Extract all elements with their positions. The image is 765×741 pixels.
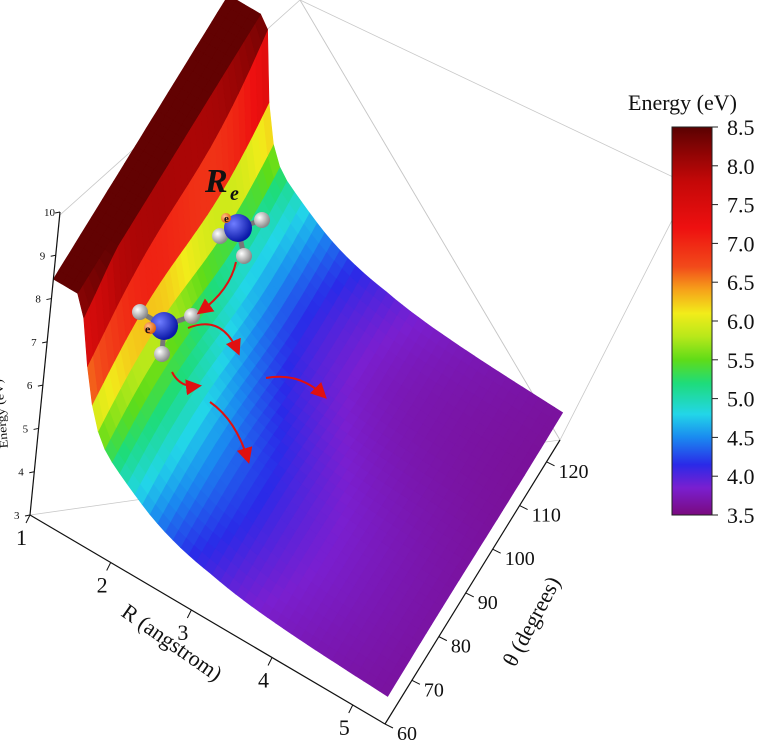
colorbar-tick-label: 7.0: [727, 231, 755, 256]
arrow-short: [171, 371, 202, 396]
y-tick-mark: [492, 548, 501, 554]
y-tick-label: 110: [532, 505, 561, 527]
electron-label: e: [145, 322, 151, 336]
z-tick-mark: [24, 514, 31, 517]
x-tick-label: 2: [97, 573, 108, 598]
z-axis-label: Energy (eV): [0, 379, 11, 449]
x-axis-ticks: 1 2 3 4 5: [16, 514, 354, 740]
y-tick-label: 60: [397, 723, 417, 741]
x-axis-label: R (angstrom): [117, 599, 227, 686]
z-tick-mark: [42, 341, 48, 344]
z-tick-label: 10: [44, 207, 56, 219]
z-tick-label: 5: [23, 423, 29, 435]
z-axis-ticks: 3 4 5 6 7 8 9 10: [14, 207, 61, 522]
z-tick-label: 6: [27, 380, 33, 392]
electron-dot: [221, 213, 231, 223]
y-tick-mark: [465, 592, 474, 598]
nitrogen-atom: [224, 214, 252, 242]
z-tick-mark: [46, 298, 52, 301]
nitrogen-atom: [150, 312, 178, 340]
electron-dot: [144, 322, 156, 334]
colorbar-tick-label: 5.0: [727, 387, 755, 412]
x-tick-label: 1: [16, 525, 27, 550]
z-tick-mark: [37, 384, 43, 387]
x-tick-label: 5: [339, 715, 350, 740]
z-tick-mark: [29, 471, 35, 474]
arrow-far-right: [265, 375, 327, 399]
electron-label: e: [224, 213, 229, 225]
y-axis-label: θ (degrees): [497, 572, 565, 670]
y-tick-mark: [411, 679, 421, 685]
colorbar-tick-label: 4.0: [727, 464, 755, 489]
y-tick-label: 120: [559, 461, 589, 483]
x-tick-mark: [106, 562, 112, 571]
re-annotation: R: [204, 163, 228, 200]
colorbar-tick-label: 6.5: [727, 270, 755, 295]
x-tick-label: 4: [258, 668, 269, 693]
y-tick-label: 100: [505, 548, 535, 570]
hydrogen-atom: [254, 212, 270, 228]
surface-patch: [261, 29, 270, 115]
colorbar-tick-label: 3.5: [727, 503, 755, 528]
colorbar-tick-label: 4.5: [727, 425, 755, 450]
colorbar-tick-label: 6.0: [727, 309, 755, 334]
hydrogen-atom: [236, 248, 252, 264]
z-tick-mark: [50, 254, 56, 257]
y-tick-label: 80: [451, 636, 471, 658]
y-tick-mark: [519, 505, 528, 510]
hydrogen-atom: [154, 346, 170, 362]
axes: [29, 211, 561, 725]
z-tick-label: 3: [14, 510, 20, 522]
arrow-down-long: [209, 401, 253, 464]
y-tick-label: 70: [424, 679, 444, 701]
z-tick-label: 4: [18, 467, 24, 479]
x-axis-line: [29, 514, 386, 725]
arrow-down: [196, 261, 237, 315]
reaction-arrows: [171, 261, 327, 464]
z-tick-label: 9: [40, 250, 46, 262]
re-annotation-subscript: e: [230, 183, 239, 205]
y-tick-mark: [546, 461, 555, 467]
z-axis-line: [29, 211, 61, 516]
colorbar: [671, 126, 713, 516]
surface-patch: [222, 0, 237, 10]
hydrogen-atom: [184, 308, 200, 324]
molecule-middle: e: [132, 304, 200, 362]
z-tick-label: 7: [31, 337, 37, 349]
y-tick-label: 90: [478, 592, 498, 614]
x-tick-mark: [348, 704, 354, 714]
x-tick-mark: [267, 657, 273, 666]
z-tick-mark: [33, 427, 39, 430]
colorbar-title: Energy (eV): [628, 90, 737, 115]
y-axis-line: [384, 439, 561, 725]
colorbar-tick-label: 5.5: [727, 348, 755, 373]
y-tick-mark: [438, 636, 448, 642]
colorbar-tick-label: 8.5: [727, 115, 755, 140]
colorbar-tick-label: 7.5: [727, 193, 755, 218]
colorbar-tick-label: 8.0: [727, 154, 755, 179]
colorbar-ticks: 8.5 8.0 7.5 7.0 6.5 6.0 5.5 5.0 4.5 4.0 3.5: [712, 115, 755, 528]
x-tick-mark: [25, 514, 31, 524]
z-tick-mark: [54, 211, 61, 214]
energy-surface: [52, 0, 564, 697]
y-axis-ticks: 60 70 80 90 100 110 120: [384, 461, 589, 741]
x-tick-mark: [186, 609, 192, 619]
hydrogen-atom: [212, 228, 228, 244]
x-tick-label: 3: [177, 620, 188, 645]
y-tick-mark: [384, 723, 394, 729]
molecule-top: e: [212, 212, 270, 264]
arrow-right: [187, 323, 241, 356]
hydrogen-atom: [132, 304, 148, 320]
z-tick-label: 8: [35, 294, 41, 306]
